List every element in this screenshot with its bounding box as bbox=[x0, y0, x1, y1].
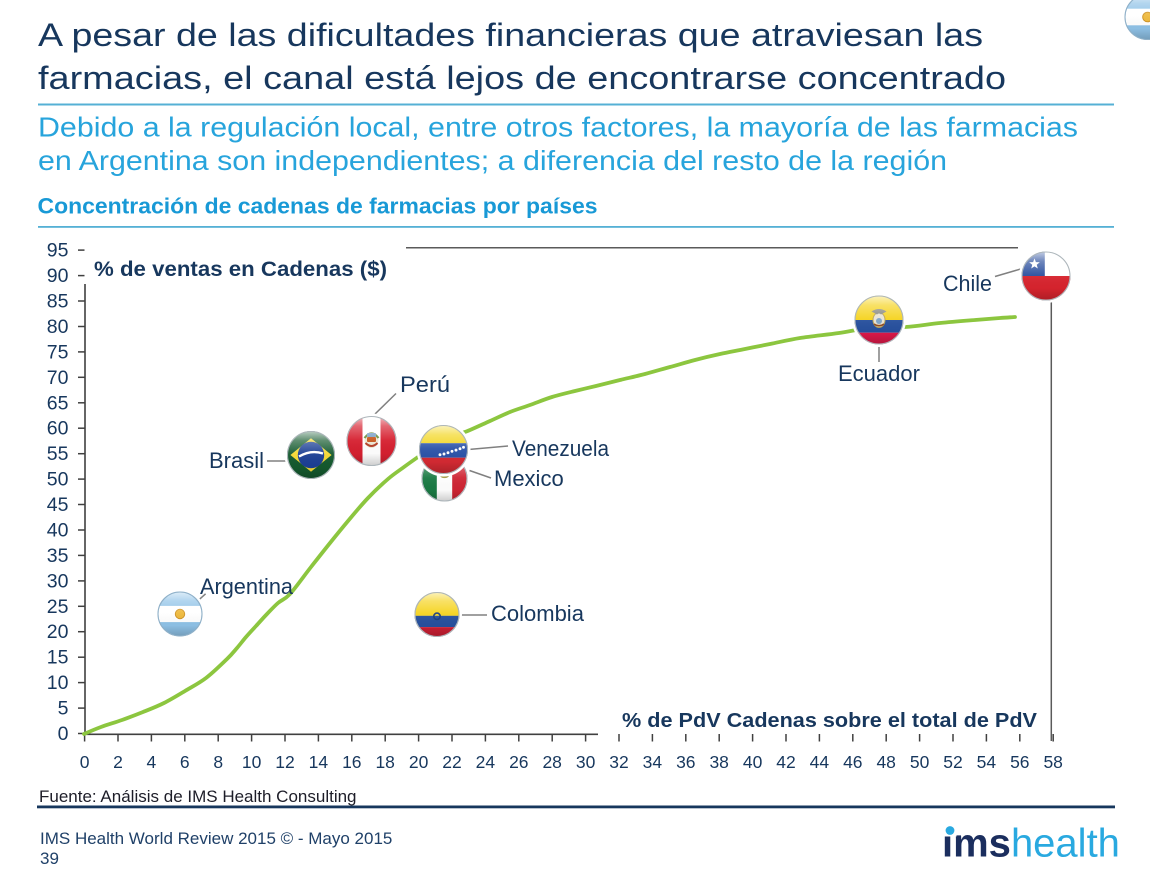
svg-text:Concentración de cadenas de fa: Concentración de cadenas de farmacias po… bbox=[38, 194, 598, 219]
svg-text:36: 36 bbox=[676, 752, 695, 772]
svg-text:56: 56 bbox=[1010, 752, 1029, 772]
svg-text:60: 60 bbox=[47, 418, 69, 440]
svg-text:A pesar de las dificultades fi: A pesar de las dificultades financieras … bbox=[38, 17, 983, 53]
svg-text:85: 85 bbox=[47, 291, 69, 313]
svg-text:26: 26 bbox=[509, 752, 528, 772]
svg-text:6: 6 bbox=[180, 752, 190, 772]
svg-text:Venezuela: Venezuela bbox=[512, 436, 610, 461]
svg-text:10: 10 bbox=[47, 672, 69, 694]
svg-text:40: 40 bbox=[743, 752, 763, 772]
svg-text:Debido a la regulación local,: Debido a la regulación local, entre otro… bbox=[38, 112, 1078, 143]
svg-text:Brasil: Brasil bbox=[209, 448, 264, 473]
svg-text:Argentina: Argentina bbox=[200, 574, 294, 599]
svg-text:12: 12 bbox=[275, 752, 294, 772]
svg-text:95: 95 bbox=[47, 240, 69, 262]
svg-text:75: 75 bbox=[47, 341, 69, 363]
svg-text:0: 0 bbox=[80, 752, 90, 772]
svg-text:% de PdV Cadenas sobre el tota: % de PdV Cadenas sobre el total de PdV bbox=[622, 709, 1037, 732]
svg-text:55: 55 bbox=[47, 443, 69, 465]
svg-text:18: 18 bbox=[375, 752, 394, 772]
svg-text:80: 80 bbox=[47, 316, 69, 338]
svg-text:IMS Health World Review 2015 ©: IMS Health World Review 2015 © - Mayo 20… bbox=[40, 829, 392, 848]
svg-text:38: 38 bbox=[709, 752, 728, 772]
svg-text:65: 65 bbox=[47, 392, 69, 414]
svg-text:15: 15 bbox=[47, 647, 69, 669]
svg-text:10: 10 bbox=[242, 752, 262, 772]
svg-text:39: 39 bbox=[40, 849, 59, 868]
svg-text:Chile: Chile bbox=[943, 271, 992, 296]
svg-text:5: 5 bbox=[58, 698, 69, 720]
svg-text:28: 28 bbox=[542, 752, 561, 772]
svg-text:45: 45 bbox=[47, 494, 69, 516]
svg-text:en Argentina son independiente: en Argentina son independientes; a difer… bbox=[38, 145, 947, 176]
svg-text:44: 44 bbox=[810, 752, 830, 772]
svg-text:22: 22 bbox=[442, 752, 461, 772]
svg-text:52: 52 bbox=[943, 752, 962, 772]
svg-text:70: 70 bbox=[47, 367, 69, 389]
svg-text:24: 24 bbox=[476, 752, 496, 772]
svg-text:50: 50 bbox=[47, 469, 69, 491]
svg-text:30: 30 bbox=[576, 752, 596, 772]
svg-text:40: 40 bbox=[47, 520, 69, 542]
svg-text:35: 35 bbox=[47, 545, 69, 567]
svg-text:Fuente: Análisis de IMS Health: Fuente: Análisis de IMS Health Consultin… bbox=[39, 787, 357, 806]
svg-text:48: 48 bbox=[876, 752, 895, 772]
svg-text:Perú: Perú bbox=[400, 372, 450, 397]
svg-text:0: 0 bbox=[58, 723, 69, 745]
svg-text:54: 54 bbox=[977, 752, 997, 772]
svg-text:90: 90 bbox=[47, 265, 69, 287]
svg-text:34: 34 bbox=[643, 752, 663, 772]
svg-text:8: 8 bbox=[213, 752, 223, 772]
svg-text:20: 20 bbox=[409, 752, 429, 772]
svg-text:2: 2 bbox=[113, 752, 123, 772]
svg-text:farmacias, el canal está lejos: farmacias, el canal está lejos de encont… bbox=[38, 60, 1006, 96]
svg-text:4: 4 bbox=[147, 752, 157, 772]
svg-text:50: 50 bbox=[910, 752, 930, 772]
svg-text:Ecuador: Ecuador bbox=[838, 361, 920, 386]
svg-text:14: 14 bbox=[309, 752, 329, 772]
svg-text:imshealth: imshealth bbox=[942, 822, 1120, 866]
svg-text:32: 32 bbox=[609, 752, 628, 772]
svg-text:16: 16 bbox=[342, 752, 361, 772]
svg-text:42: 42 bbox=[776, 752, 795, 772]
svg-text:25: 25 bbox=[47, 596, 69, 618]
svg-text:46: 46 bbox=[843, 752, 862, 772]
svg-text:30: 30 bbox=[47, 570, 69, 592]
svg-text:Mexico: Mexico bbox=[494, 466, 564, 491]
svg-text:% de ventas en Cadenas ($): % de ventas en Cadenas ($) bbox=[94, 257, 387, 281]
svg-text:Colombia: Colombia bbox=[491, 601, 585, 626]
svg-text:58: 58 bbox=[1043, 752, 1062, 772]
svg-text:20: 20 bbox=[47, 621, 69, 643]
